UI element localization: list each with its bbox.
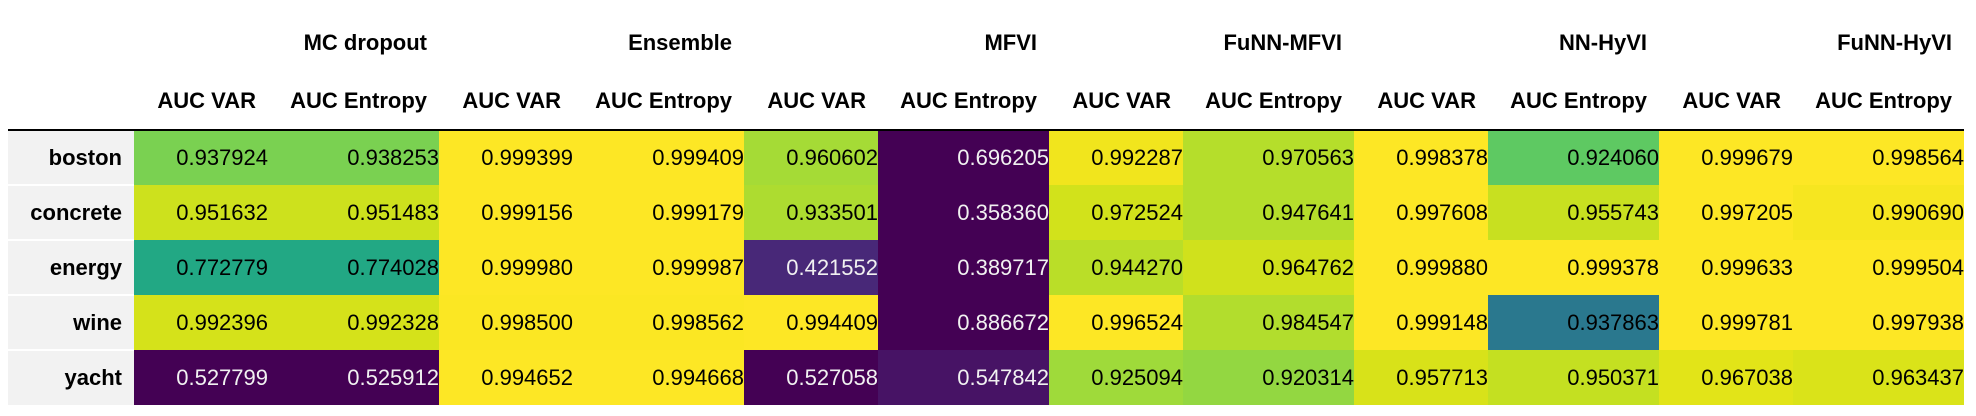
table-cell: 0.999633 [1659, 240, 1793, 295]
table-row: wine 0.992396 0.992328 0.998500 0.998562 0.99… [8, 294, 1964, 350]
table-cell: 0.984547 [1183, 295, 1354, 350]
table-cell: 0.994409 [744, 295, 878, 350]
table-row: yacht 0.527799 0.525912 0.994652 0.994668 0.5… [8, 349, 1964, 405]
row-label: wine [8, 294, 134, 350]
table-cell: 0.920314 [1183, 350, 1354, 405]
row-label: boston [8, 130, 134, 185]
table-cell: 0.389717 [878, 240, 1049, 295]
table-cell: 0.924060 [1488, 130, 1659, 185]
row-label: energy [8, 239, 134, 295]
table-cell: 0.527799 [134, 350, 268, 405]
table-cell: 0.999980 [439, 240, 573, 295]
table-cell: 0.964762 [1183, 240, 1354, 295]
table-cell: 0.994652 [439, 350, 573, 405]
col-header-auc-var: AUC VAR [134, 72, 268, 131]
table-cell: 0.996524 [1049, 295, 1183, 350]
table-cell: 0.957713 [1354, 350, 1488, 405]
table-cell: 0.998562 [573, 295, 744, 350]
table-cell: 0.970563 [1183, 130, 1354, 185]
table-cell: 0.951632 [134, 185, 268, 240]
table-cell: 0.999378 [1488, 240, 1659, 295]
table-cell: 0.950371 [1488, 350, 1659, 405]
table-body: boston 0.937924 0.938253 0.999399 0.999409 0.… [8, 130, 1964, 405]
group-header-nn-hyvi: NN-HyVI [1558, 30, 1647, 55]
table-cell: 0.774028 [268, 240, 439, 295]
table-cell: 0.925094 [1049, 350, 1183, 405]
group-header-mfvi: MFVI [984, 30, 1037, 55]
group-header-funn-hyvi: FuNN-HyVI [1837, 30, 1952, 55]
table-cell: 0.997938 [1793, 295, 1964, 350]
table-cell: 0.696205 [878, 130, 1049, 185]
group-header-ensemble: Ensemble [628, 30, 732, 55]
table-cell: 0.998500 [439, 295, 573, 350]
table-cell: 0.997205 [1659, 185, 1793, 240]
table-cell: 0.938253 [268, 130, 439, 185]
col-header-auc-entropy: AUC Entropy [1183, 72, 1354, 131]
col-header-auc-entropy: AUC Entropy [573, 72, 744, 131]
table-cell: 0.951483 [268, 185, 439, 240]
table-row: boston 0.937924 0.938253 0.999399 0.999409 0.… [8, 130, 1964, 185]
table-cell: 0.994668 [573, 350, 744, 405]
index-header [8, 72, 134, 131]
table-cell: 0.972524 [1049, 185, 1183, 240]
table-cell: 0.999987 [573, 240, 744, 295]
table-cell: 0.955743 [1488, 185, 1659, 240]
col-header-auc-entropy: AUC Entropy [1793, 72, 1964, 131]
group-header-row: MC dropout Ensemble MFVI FuNN-MFVI NN-Hy… [8, 8, 1964, 72]
table-cell: 0.992287 [1049, 130, 1183, 185]
table-cell: 0.999179 [573, 185, 744, 240]
table-cell: 0.967038 [1659, 350, 1793, 405]
table-cell: 0.547842 [878, 350, 1049, 405]
group-header-mc-dropout: MC dropout [303, 30, 427, 55]
col-header-auc-var: AUC VAR [1354, 72, 1488, 131]
index-corner [8, 8, 134, 72]
results-table-container: MC dropout Ensemble MFVI FuNN-MFVI NN-Hy… [8, 8, 1964, 405]
table-cell: 0.990690 [1793, 185, 1964, 240]
col-header-auc-var: AUC VAR [744, 72, 878, 131]
table-cell: 0.999679 [1659, 130, 1793, 185]
table-cell: 0.999156 [439, 185, 573, 240]
col-header-auc-entropy: AUC Entropy [268, 72, 439, 131]
table-cell: 0.997608 [1354, 185, 1488, 240]
table-cell: 0.772779 [134, 240, 268, 295]
table-cell: 0.999781 [1659, 295, 1793, 350]
col-header-auc-entropy: AUC Entropy [878, 72, 1049, 131]
table-cell: 0.944270 [1049, 240, 1183, 295]
table-header: MC dropout Ensemble MFVI FuNN-MFVI NN-Hy… [8, 8, 1964, 131]
row-label: concrete [8, 184, 134, 240]
table-cell: 0.937863 [1488, 295, 1659, 350]
group-header-funn-mfvi: FuNN-MFVI [1223, 30, 1342, 55]
table-cell: 0.999504 [1793, 240, 1964, 295]
table-cell: 0.963437 [1793, 350, 1964, 405]
table-cell: 0.999399 [439, 130, 573, 185]
table-cell: 0.998564 [1793, 130, 1964, 185]
table-cell: 0.525912 [268, 350, 439, 405]
subcolumn-header-row: AUC VAR AUC Entropy AUC VAR AUC Entropy … [8, 72, 1964, 131]
table-cell: 0.999409 [573, 130, 744, 185]
table-cell: 0.947641 [1183, 185, 1354, 240]
table-cell: 0.999148 [1354, 295, 1488, 350]
table-cell: 0.960602 [744, 130, 878, 185]
table-cell: 0.421552 [744, 240, 878, 295]
table-cell: 0.999880 [1354, 240, 1488, 295]
table-cell: 0.998378 [1354, 130, 1488, 185]
col-header-auc-var: AUC VAR [1659, 72, 1793, 131]
table-cell: 0.886672 [878, 295, 1049, 350]
col-header-auc-var: AUC VAR [439, 72, 573, 131]
auc-results-table: MC dropout Ensemble MFVI FuNN-MFVI NN-Hy… [8, 8, 1964, 405]
row-label: yacht [8, 349, 134, 405]
col-header-auc-entropy: AUC Entropy [1488, 72, 1659, 131]
table-cell: 0.358360 [878, 185, 1049, 240]
col-header-auc-var: AUC VAR [1049, 72, 1183, 131]
table-cell: 0.937924 [134, 130, 268, 185]
table-row: energy 0.772779 0.774028 0.999980 0.999987 0.… [8, 239, 1964, 295]
table-cell: 0.992396 [134, 295, 268, 350]
table-cell: 0.527058 [744, 350, 878, 405]
table-row: concrete 0.951632 0.951483 0.999156 0.999179… [8, 184, 1964, 240]
table-cell: 0.992328 [268, 295, 439, 350]
table-cell: 0.933501 [744, 185, 878, 240]
